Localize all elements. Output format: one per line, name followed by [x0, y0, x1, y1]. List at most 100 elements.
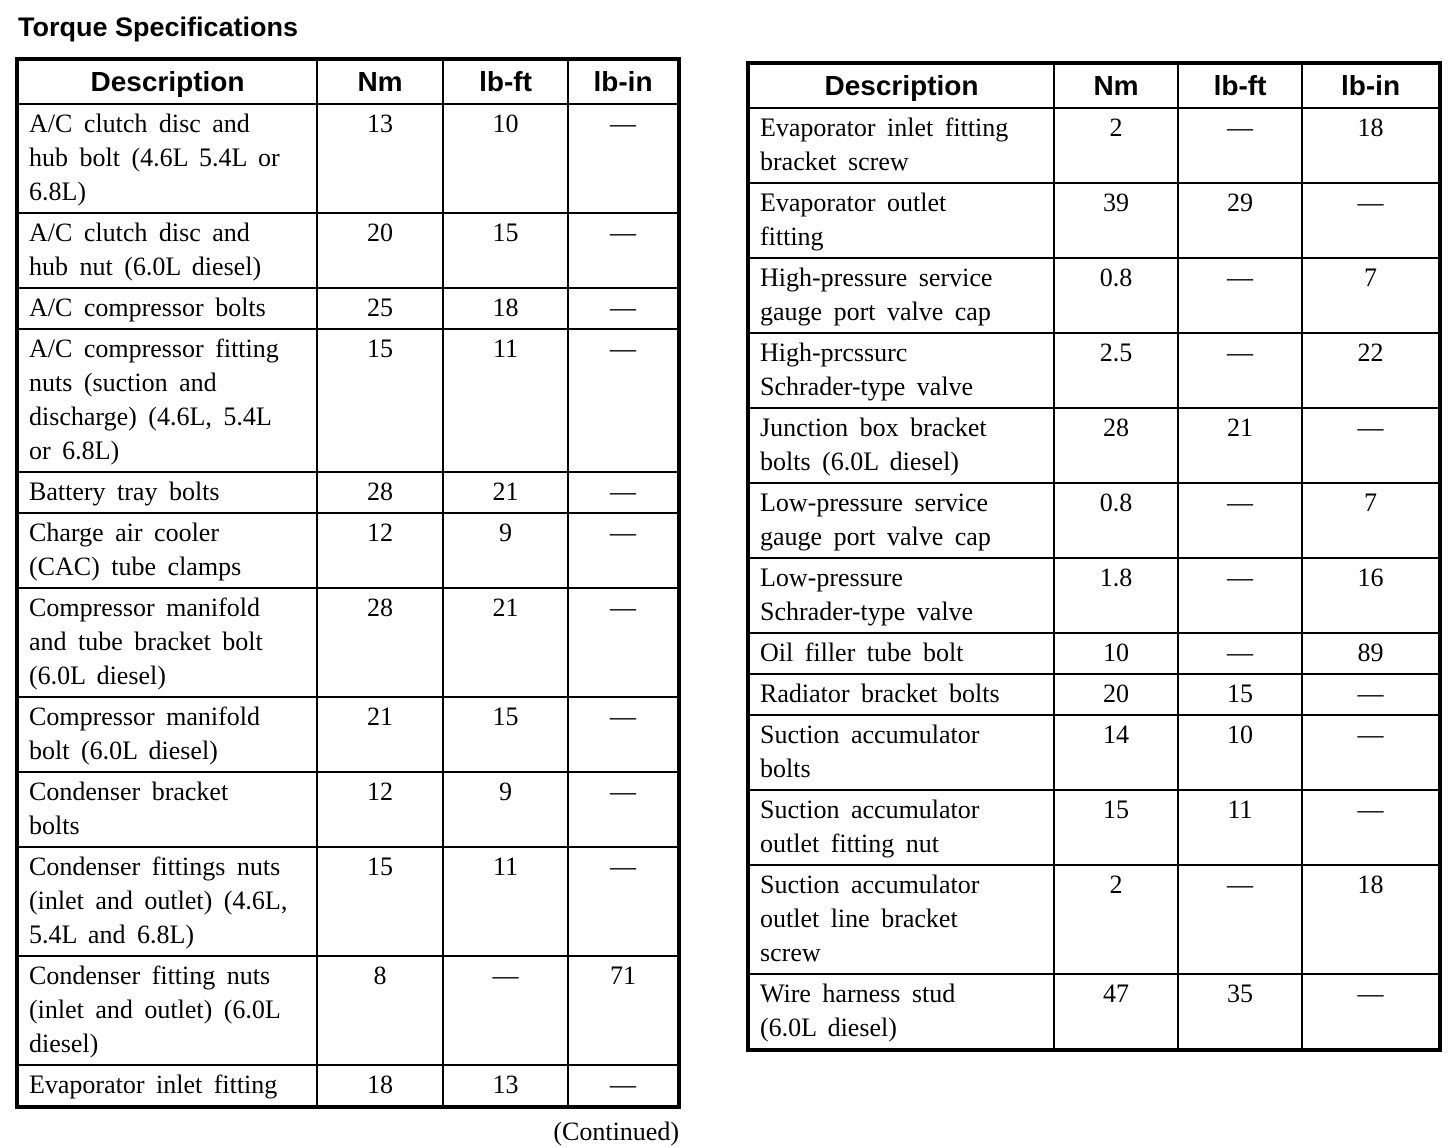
table-row: Wire harness stud (6.0L diesel) 47 35—: [747, 973, 1441, 1051]
description-cell: Compressor manifold bolt (6.0L diesel): [16, 696, 318, 773]
value-cell: 13: [316, 103, 444, 214]
description-cell: Wire harness stud (6.0L diesel): [747, 973, 1055, 1051]
table-row: A/C clutch disc and hub bolt (4.6L 5.4L …: [16, 103, 680, 214]
value-cell: 16: [1301, 557, 1441, 634]
value-cell: 35: [1177, 973, 1303, 1051]
description-cell: High-prcssurc Schrader-type valve: [747, 332, 1055, 409]
description-cell: A/C clutch disc and hub bolt (4.6L 5.4L …: [16, 103, 318, 214]
page-title: Torque Specifications: [18, 12, 299, 42]
torque-table-left: Description Nm lb-ft lb-in A/C clutch disc a…: [15, 57, 681, 1109]
description-cell: Charge air cooler (CAC) tube clamps: [16, 512, 318, 589]
column-header-lb-in: lb-in: [1301, 62, 1441, 109]
table-row: A/C compressor fitting nuts (suction and…: [16, 328, 680, 473]
description-cell: Low-pressure service gauge port valve ca…: [747, 482, 1055, 559]
table-row: High-pressure service gauge port valve c…: [747, 257, 1441, 334]
value-cell: —: [1177, 632, 1303, 675]
table-row: Condenser bracket bolts 12 9—: [16, 771, 680, 848]
value-cell: 8: [316, 955, 444, 1066]
value-cell: 21: [1177, 407, 1303, 484]
description-cell: Oil filler tube bolt: [747, 632, 1055, 675]
value-cell: 15: [316, 846, 444, 957]
table-row: Low-pressure service gauge port valve ca…: [747, 482, 1441, 559]
table-row: A/C clutch disc and hub nut (6.0L diesel…: [16, 212, 680, 289]
value-cell: —: [567, 471, 680, 514]
description-cell: High-pressure service gauge port valve c…: [747, 257, 1055, 334]
table-row: Junction box bracket bolts (6.0L diesel)…: [747, 407, 1441, 484]
value-cell: —: [1177, 257, 1303, 334]
value-cell: 20: [316, 212, 444, 289]
value-cell: —: [567, 846, 680, 957]
description-cell: Radiator bracket bolts: [747, 673, 1055, 716]
value-cell: 10: [1053, 632, 1179, 675]
description-cell: Suction accumulator bolts: [747, 714, 1055, 791]
value-cell: 2: [1053, 864, 1179, 975]
header-row: Description Nm lb-ft lb-in: [16, 58, 680, 105]
value-cell: —: [1301, 673, 1441, 716]
table-row: Evaporator inlet fitting bracket screw 2—…: [747, 107, 1441, 184]
value-cell: —: [567, 512, 680, 589]
description-cell: Suction accumulator outlet fitting nut: [747, 789, 1055, 866]
value-cell: —: [1301, 407, 1441, 484]
value-cell: 9: [442, 512, 569, 589]
table-row: Evaporator outlet fitting 39 29—: [747, 182, 1441, 259]
value-cell: —: [567, 212, 680, 289]
value-cell: 11: [442, 328, 569, 473]
table-row: A/C compressor bolts 25 18—: [16, 287, 680, 330]
value-cell: —: [1301, 973, 1441, 1051]
description-cell: Battery tray bolts: [16, 471, 318, 514]
column-header-description: Description: [747, 62, 1055, 109]
column-header-description: Description: [16, 58, 318, 105]
table-row: Suction accumulator bolts 14 10—: [747, 714, 1441, 791]
table-row: Compressor manifold and tube bracket bol…: [16, 587, 680, 698]
continued-note: (Continued): [553, 1117, 679, 1146]
value-cell: —: [1301, 714, 1441, 791]
value-cell: 11: [442, 846, 569, 957]
description-cell: Low-pressure Schrader-type valve: [747, 557, 1055, 634]
value-cell: 18: [316, 1064, 444, 1108]
value-cell: 2.5: [1053, 332, 1179, 409]
column-header-lb-ft: lb-ft: [442, 58, 569, 105]
value-cell: —: [1177, 864, 1303, 975]
table-row: Radiator bracket bolts 20 15—: [747, 673, 1441, 716]
description-cell: A/C compressor bolts: [16, 287, 318, 330]
value-cell: 28: [316, 587, 444, 698]
table-row: High-prcssurc Schrader-type valve 2.5—22: [747, 332, 1441, 409]
description-cell: A/C compressor fitting nuts (suction and…: [16, 328, 318, 473]
description-cell: A/C clutch disc and hub nut (6.0L diesel…: [16, 212, 318, 289]
value-cell: —: [1177, 482, 1303, 559]
table-row: Oil filler tube bolt 10—89: [747, 632, 1441, 675]
column-header-lb-in: lb-in: [567, 58, 680, 105]
description-cell: Evaporator inlet fitting bracket screw: [747, 107, 1055, 184]
value-cell: 89: [1301, 632, 1441, 675]
value-cell: 15: [1053, 789, 1179, 866]
value-cell: 71: [567, 955, 680, 1066]
value-cell: —: [1177, 107, 1303, 184]
description-cell: Condenser fitting nuts (inlet and outlet…: [16, 955, 318, 1066]
table-row: Compressor manifold bolt (6.0L diesel) 21…: [16, 696, 680, 773]
value-cell: 22: [1301, 332, 1441, 409]
table-row: Battery tray bolts 28 21—: [16, 471, 680, 514]
tables-container: Description Nm lb-ft lb-in A/C clutch disc a…: [15, 57, 1456, 1147]
value-cell: 21: [442, 587, 569, 698]
column-header-nm: Nm: [316, 58, 444, 105]
table-row: Low-pressure Schrader-type valve 1.8—16: [747, 557, 1441, 634]
column-header-nm: Nm: [1053, 62, 1179, 109]
table-row: Condenser fittings nuts (inlet and outle…: [16, 846, 680, 957]
table-row: Condenser fitting nuts (inlet and outlet…: [16, 955, 680, 1066]
value-cell: 18: [1301, 864, 1441, 975]
value-cell: 18: [1301, 107, 1441, 184]
value-cell: —: [567, 696, 680, 773]
left-table-column: Description Nm lb-ft lb-in A/C clutch disc a…: [15, 57, 681, 1147]
value-cell: 0.8: [1053, 257, 1179, 334]
value-cell: —: [567, 103, 680, 214]
value-cell: —: [442, 955, 569, 1066]
value-cell: 28: [1053, 407, 1179, 484]
value-cell: 18: [442, 287, 569, 330]
value-cell: —: [567, 587, 680, 698]
value-cell: 15: [442, 696, 569, 773]
value-cell: 21: [316, 696, 444, 773]
value-cell: 2: [1053, 107, 1179, 184]
value-cell: —: [567, 287, 680, 330]
value-cell: —: [1177, 557, 1303, 634]
